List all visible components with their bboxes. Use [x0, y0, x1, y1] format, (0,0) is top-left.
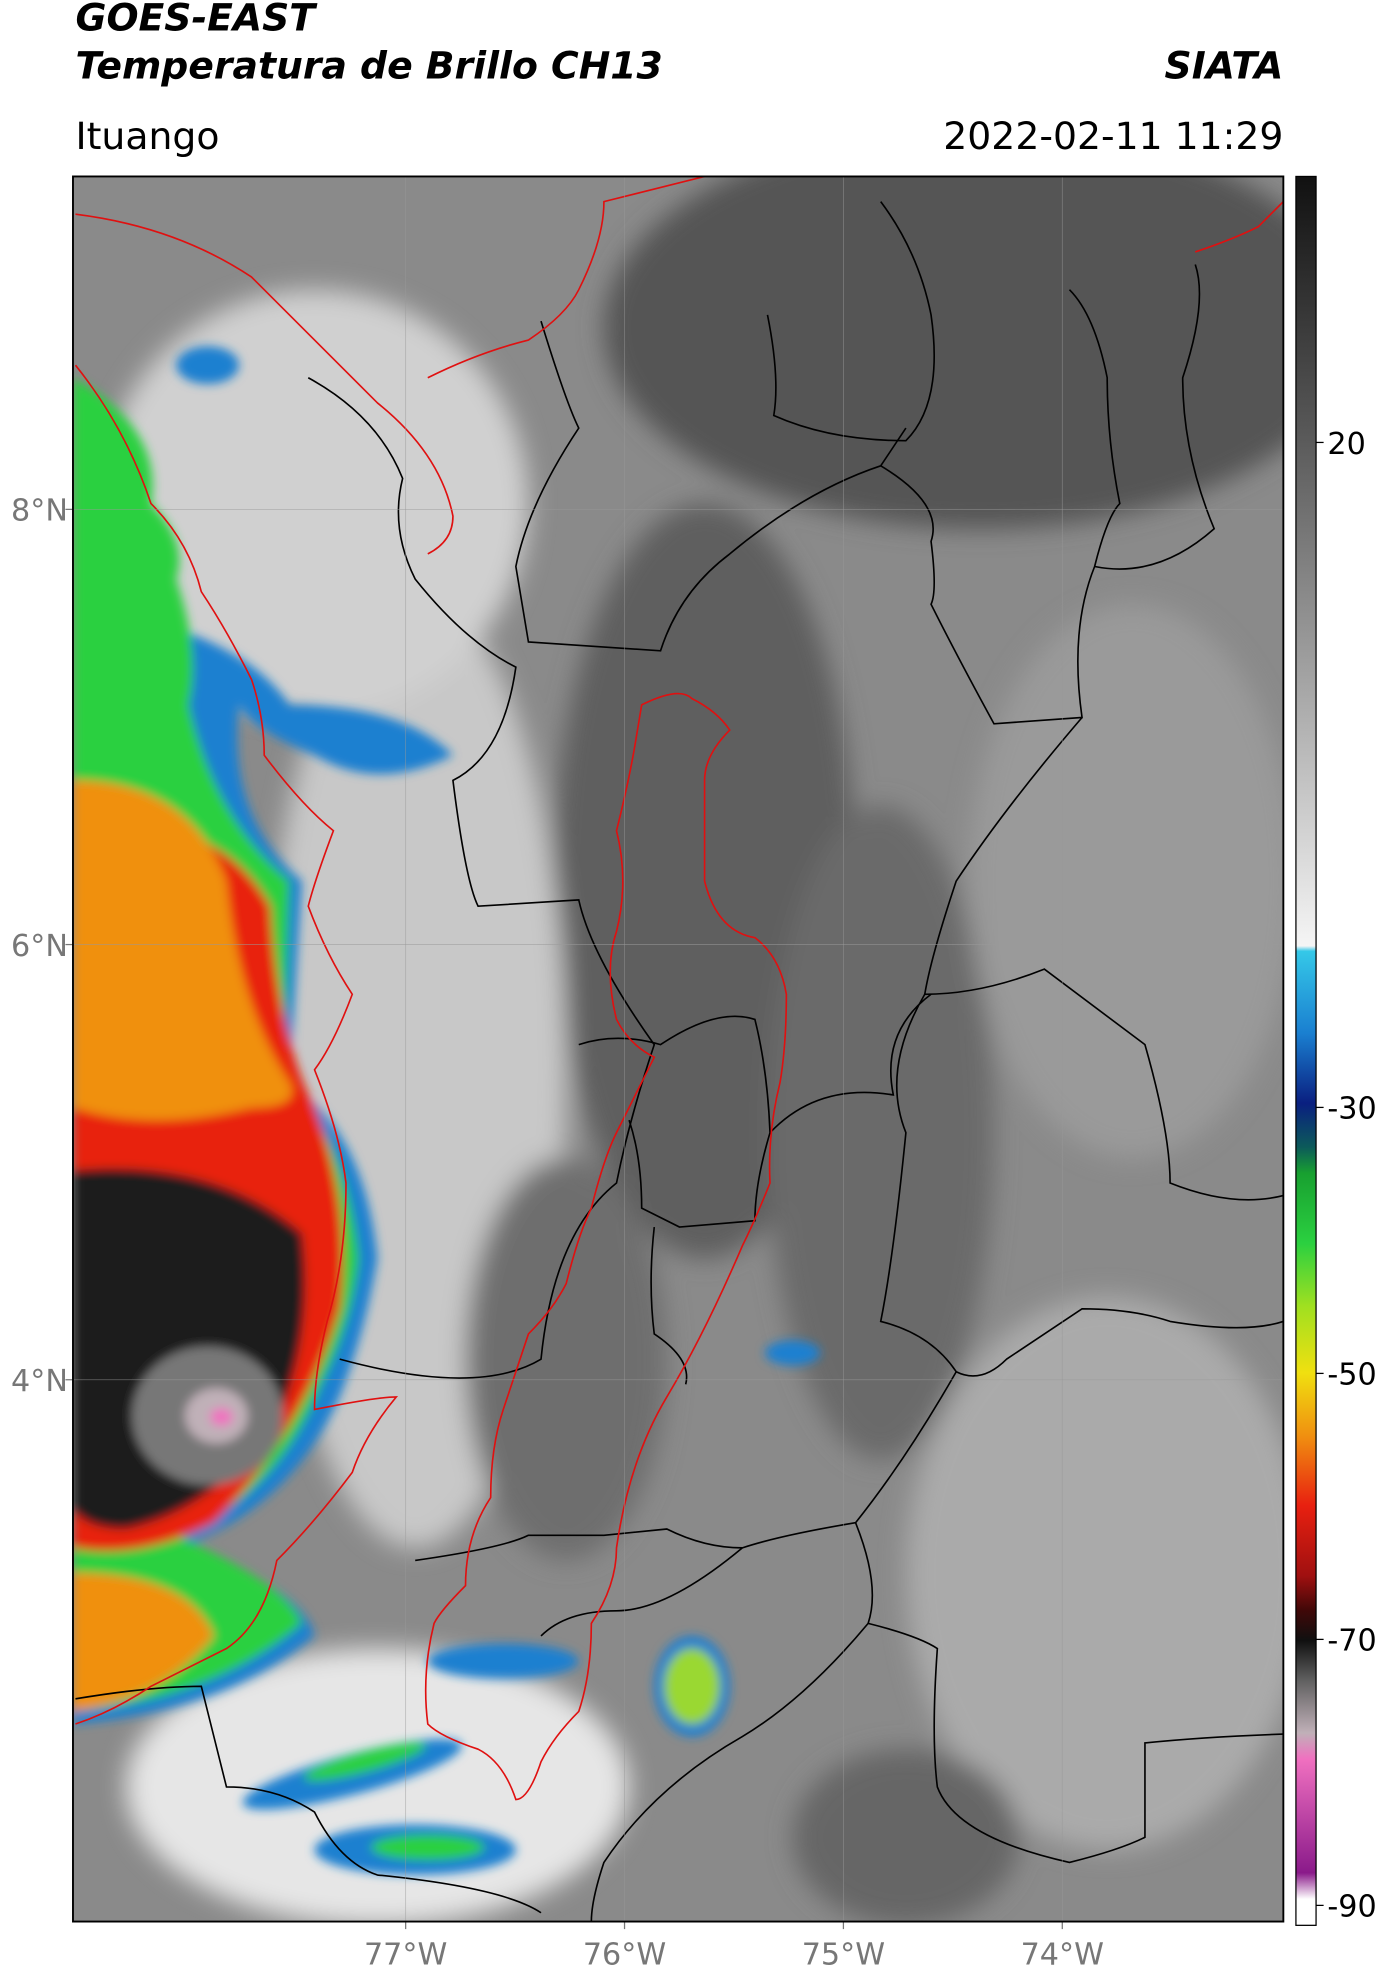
colorbar-tick-label: -50 [1327, 1358, 1376, 1393]
x-tick-label: 75°W [802, 1937, 885, 1972]
colorbar [1295, 175, 1317, 1926]
y-tick-label: 8°N [11, 494, 68, 529]
colorbar-tick-label: -70 [1327, 1624, 1376, 1659]
y-tick-label: 4°N [11, 1364, 68, 1399]
x-tick-label: 76°W [583, 1937, 666, 1972]
axes: 77°W 76°W 75°W 74°W 4°N 6°N 8°N 20 -30 -50 -70 -90 [11, 176, 1377, 1972]
colorbar-tick-label: -90 [1327, 1890, 1376, 1925]
location: Ituango [75, 114, 219, 158]
satellite-image [72, 176, 1284, 1922]
x-tick-label: 74°W [1021, 1937, 1104, 1972]
x-tick-label: 77°W [364, 1937, 447, 1972]
colorbar-tick-label: -30 [1327, 1092, 1376, 1127]
subtitle: Temperatura de Brillo CH13 [75, 43, 662, 87]
timestamp: 2022-02-11 11:29 [943, 114, 1283, 158]
title: GOES-EAST [75, 0, 318, 40]
y-tick-label: 6°N [11, 929, 68, 964]
source: SIATA [1165, 43, 1284, 87]
colorbar-tick-label: 20 [1327, 427, 1365, 462]
map-frame [72, 175, 1285, 1923]
